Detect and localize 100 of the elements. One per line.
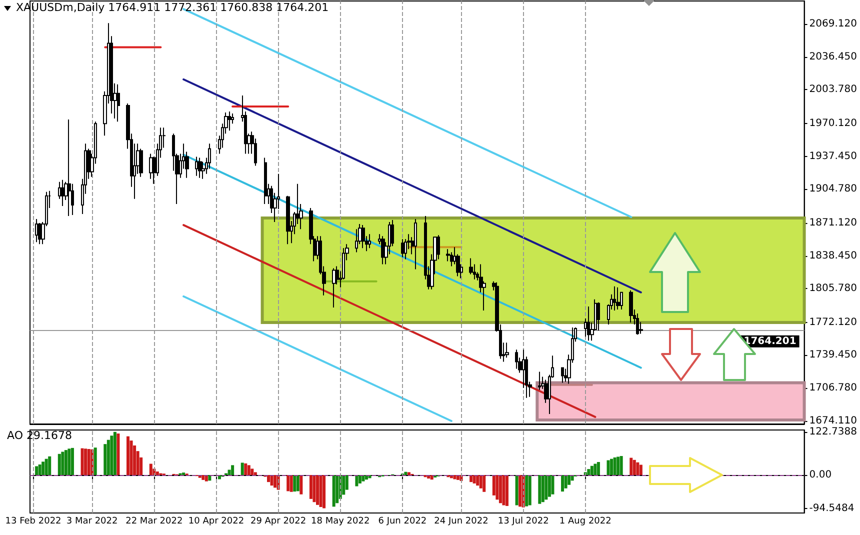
bar bbox=[247, 465, 250, 476]
bar bbox=[479, 475, 482, 488]
y-tick-label: 1706.780 bbox=[809, 382, 858, 394]
bar bbox=[518, 475, 522, 507]
bar bbox=[94, 448, 97, 476]
candlestick bbox=[117, 84, 120, 122]
bar bbox=[106, 440, 110, 476]
bar bbox=[613, 457, 616, 476]
bar bbox=[48, 456, 52, 476]
bar bbox=[525, 475, 528, 506]
bar bbox=[322, 475, 326, 508]
y-tick-label: 1871.120 bbox=[809, 217, 858, 228]
candlestick bbox=[629, 290, 633, 324]
x-tick-label: 3 Mar 2022 bbox=[66, 516, 118, 526]
bar bbox=[316, 475, 319, 505]
candlestick bbox=[414, 218, 417, 270]
bar bbox=[620, 456, 623, 476]
candlestick bbox=[538, 371, 541, 390]
candlestick bbox=[636, 312, 639, 336]
bar bbox=[636, 462, 640, 476]
x-tick-label: 18 May 2022 bbox=[311, 516, 370, 526]
bar bbox=[300, 475, 303, 494]
bar bbox=[87, 448, 90, 476]
bar bbox=[126, 436, 130, 476]
bar bbox=[551, 475, 554, 494]
bar bbox=[606, 460, 610, 476]
x-tick-label: 1 Aug 2022 bbox=[559, 516, 612, 526]
candlestick bbox=[61, 179, 64, 206]
bar bbox=[84, 448, 88, 476]
bar bbox=[492, 475, 496, 496]
candlestick bbox=[620, 292, 623, 310]
bar bbox=[58, 454, 61, 476]
candlestick bbox=[228, 111, 231, 132]
bar bbox=[544, 475, 548, 500]
bar bbox=[254, 472, 257, 476]
y-tick-label: 2003.780 bbox=[809, 84, 858, 96]
x-tick-label: 6 Jun 2022 bbox=[378, 516, 427, 526]
bar bbox=[156, 472, 159, 476]
bar bbox=[568, 475, 571, 485]
bar bbox=[64, 450, 68, 476]
bar bbox=[80, 448, 84, 476]
candlestick bbox=[195, 156, 198, 176]
bar bbox=[44, 458, 48, 476]
bar bbox=[182, 472, 186, 476]
y-tick-label: 1739.450 bbox=[809, 350, 858, 361]
bar bbox=[515, 475, 518, 506]
bar bbox=[70, 448, 74, 476]
x-tick-label: 24 Jun 2022 bbox=[434, 516, 488, 526]
y-tick-label: 1805.780 bbox=[809, 283, 858, 294]
bar bbox=[68, 448, 71, 476]
bar bbox=[587, 469, 590, 476]
bar bbox=[541, 475, 544, 502]
candlestick bbox=[613, 286, 616, 311]
bar bbox=[632, 460, 636, 476]
x-tick-label: 13 Feb 2022 bbox=[5, 516, 62, 526]
bar bbox=[407, 472, 410, 476]
bar bbox=[596, 462, 600, 476]
bar bbox=[231, 465, 234, 476]
candlestick bbox=[201, 161, 205, 180]
candlestick bbox=[286, 195, 290, 245]
bar bbox=[312, 475, 316, 502]
bar bbox=[610, 458, 614, 476]
bar bbox=[498, 475, 502, 504]
bar bbox=[594, 464, 597, 476]
candlestick bbox=[198, 157, 202, 178]
bar bbox=[250, 468, 254, 476]
bar bbox=[639, 464, 642, 476]
bar bbox=[202, 475, 205, 480]
y-tick-label: 0.00 bbox=[809, 470, 832, 481]
y-tick-label: -94.5484 bbox=[809, 502, 854, 514]
candlestick bbox=[368, 234, 371, 249]
bar bbox=[561, 475, 564, 492]
bar bbox=[296, 475, 300, 492]
bar bbox=[266, 475, 270, 482]
candlestick bbox=[332, 268, 336, 308]
candlestick bbox=[515, 349, 518, 370]
bar bbox=[293, 475, 296, 492]
candlestick bbox=[264, 157, 267, 204]
bar bbox=[113, 432, 116, 476]
bar bbox=[208, 475, 212, 481]
x-tick-label: 13 Jul 2022 bbox=[498, 516, 549, 526]
y-tick-label: 122.7388 bbox=[809, 426, 858, 438]
candlestick bbox=[68, 119, 71, 217]
candlestick bbox=[616, 286, 620, 310]
bar bbox=[496, 475, 499, 500]
candlestick bbox=[381, 236, 385, 265]
bar bbox=[130, 440, 133, 476]
bar bbox=[548, 475, 551, 497]
candlestick bbox=[597, 302, 600, 332]
bar bbox=[244, 463, 248, 476]
bar bbox=[590, 466, 594, 476]
bar bbox=[240, 462, 244, 476]
bar bbox=[336, 475, 339, 504]
candlestick bbox=[587, 306, 590, 342]
ref-line-label: 1764.201 bbox=[744, 336, 796, 347]
bar bbox=[564, 475, 568, 488]
bar bbox=[472, 475, 476, 484]
candlestick bbox=[561, 367, 564, 384]
bar bbox=[319, 475, 322, 508]
bar bbox=[404, 472, 408, 476]
